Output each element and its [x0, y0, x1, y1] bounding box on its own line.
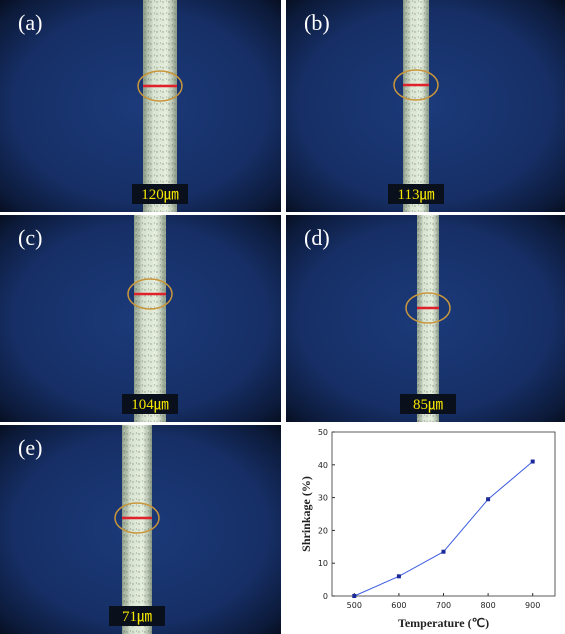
micrograph: (a) 120㎛: [0, 0, 281, 212]
width-box: [132, 184, 188, 204]
stripe-texture: [143, 0, 177, 212]
panel-label: (c): [18, 225, 42, 250]
y-tick-label: 0: [323, 592, 328, 601]
y-tick-label: 20: [318, 526, 328, 535]
width-label: 104㎛: [131, 397, 169, 413]
data-line: [354, 461, 534, 597]
width-box: [388, 184, 444, 204]
micrograph: (d) 85㎛: [286, 215, 565, 422]
panel-label: (e): [18, 435, 42, 460]
panel-label: (b): [304, 10, 330, 35]
stripe-texture: [417, 215, 439, 422]
data-point: [530, 459, 535, 464]
y-tick-label: 10: [318, 559, 328, 568]
measure-circle: [405, 292, 451, 324]
data-point: [441, 549, 446, 554]
micrograph: (e) 71㎛: [0, 425, 281, 634]
width-label: 71㎛: [122, 609, 152, 625]
data-point: [352, 594, 357, 598]
x-tick-label: 900: [525, 601, 540, 610]
stripe-texture: [403, 0, 429, 212]
micrograph: (b) 113㎛: [286, 0, 565, 212]
width-box: [122, 394, 178, 414]
width-box: [400, 394, 456, 414]
measure-circle: [114, 502, 160, 534]
x-axis-label: Temperature (℃): [398, 616, 489, 630]
y-tick-label: 40: [318, 461, 328, 470]
x-tick-label: 600: [391, 601, 406, 610]
micrograph: (c) 104㎛: [0, 215, 281, 422]
data-point: [486, 497, 491, 502]
y-tick-label: 30: [318, 494, 328, 503]
width-box: [109, 606, 165, 626]
micrograph-bg: [0, 0, 281, 212]
y-tick-label: 50: [318, 428, 328, 437]
width-label: 85㎛: [413, 397, 443, 413]
width-label: 120㎛: [141, 187, 179, 203]
plot-frame: [331, 431, 556, 597]
measure-circle: [137, 70, 183, 102]
x-tick-label: 800: [480, 601, 495, 610]
panel-label: (a): [18, 10, 42, 35]
x-tick-label: 500: [347, 601, 362, 610]
y-axis-label: Shrinkage (%): [299, 476, 313, 552]
stripe-texture: [134, 215, 166, 422]
panel-label: (d): [304, 225, 330, 250]
stripe-texture: [122, 425, 152, 634]
data-point: [396, 574, 401, 579]
width-label: 113㎛: [398, 187, 435, 203]
measure-circle: [127, 278, 173, 310]
x-tick-label: 700: [436, 601, 451, 610]
measure-circle: [393, 69, 439, 101]
